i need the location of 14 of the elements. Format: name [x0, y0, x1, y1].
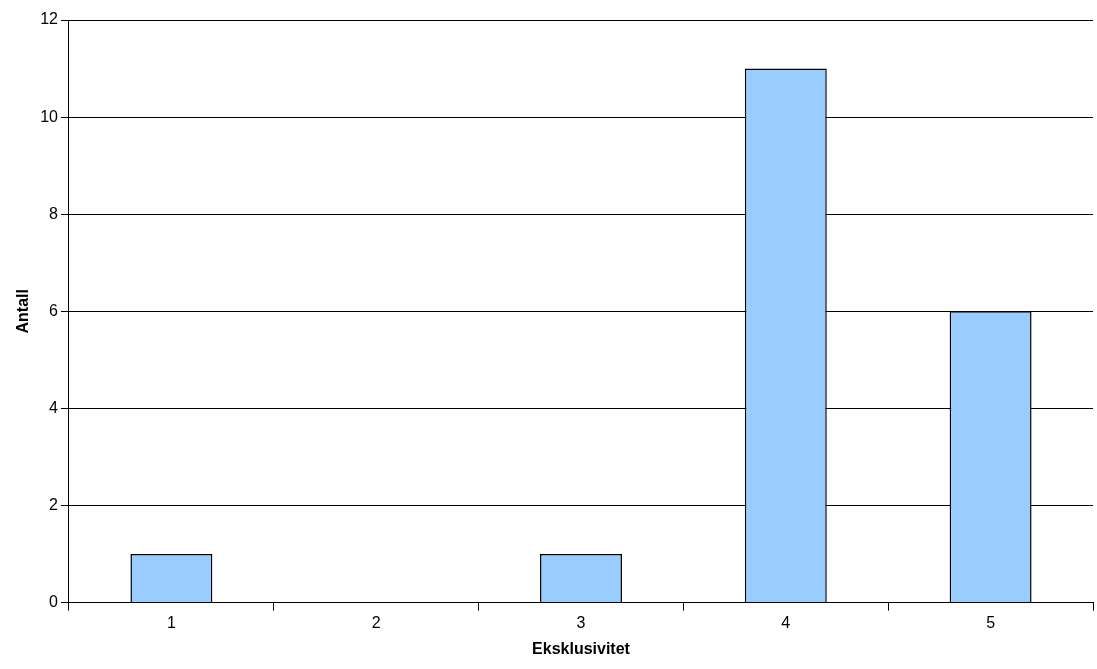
x-tick-label: 5 [986, 613, 996, 631]
y-tick-label: 12 [40, 10, 59, 28]
y-axis-title: Antall [14, 289, 32, 334]
x-tick-label: 2 [371, 613, 381, 631]
x-tick-label: 1 [166, 613, 176, 631]
y-tick-label: 2 [49, 495, 59, 513]
y-tick-label: 0 [49, 593, 59, 611]
y-tick-label: 6 [49, 301, 59, 319]
x-tick-label: 4 [781, 613, 791, 631]
x-tick-label: 3 [576, 613, 586, 631]
y-tick-label: 8 [49, 204, 59, 222]
y-tick-label: 10 [40, 107, 59, 125]
x-axis-title: Eksklusivitet [532, 639, 631, 657]
y-tick-label: 4 [49, 398, 59, 416]
